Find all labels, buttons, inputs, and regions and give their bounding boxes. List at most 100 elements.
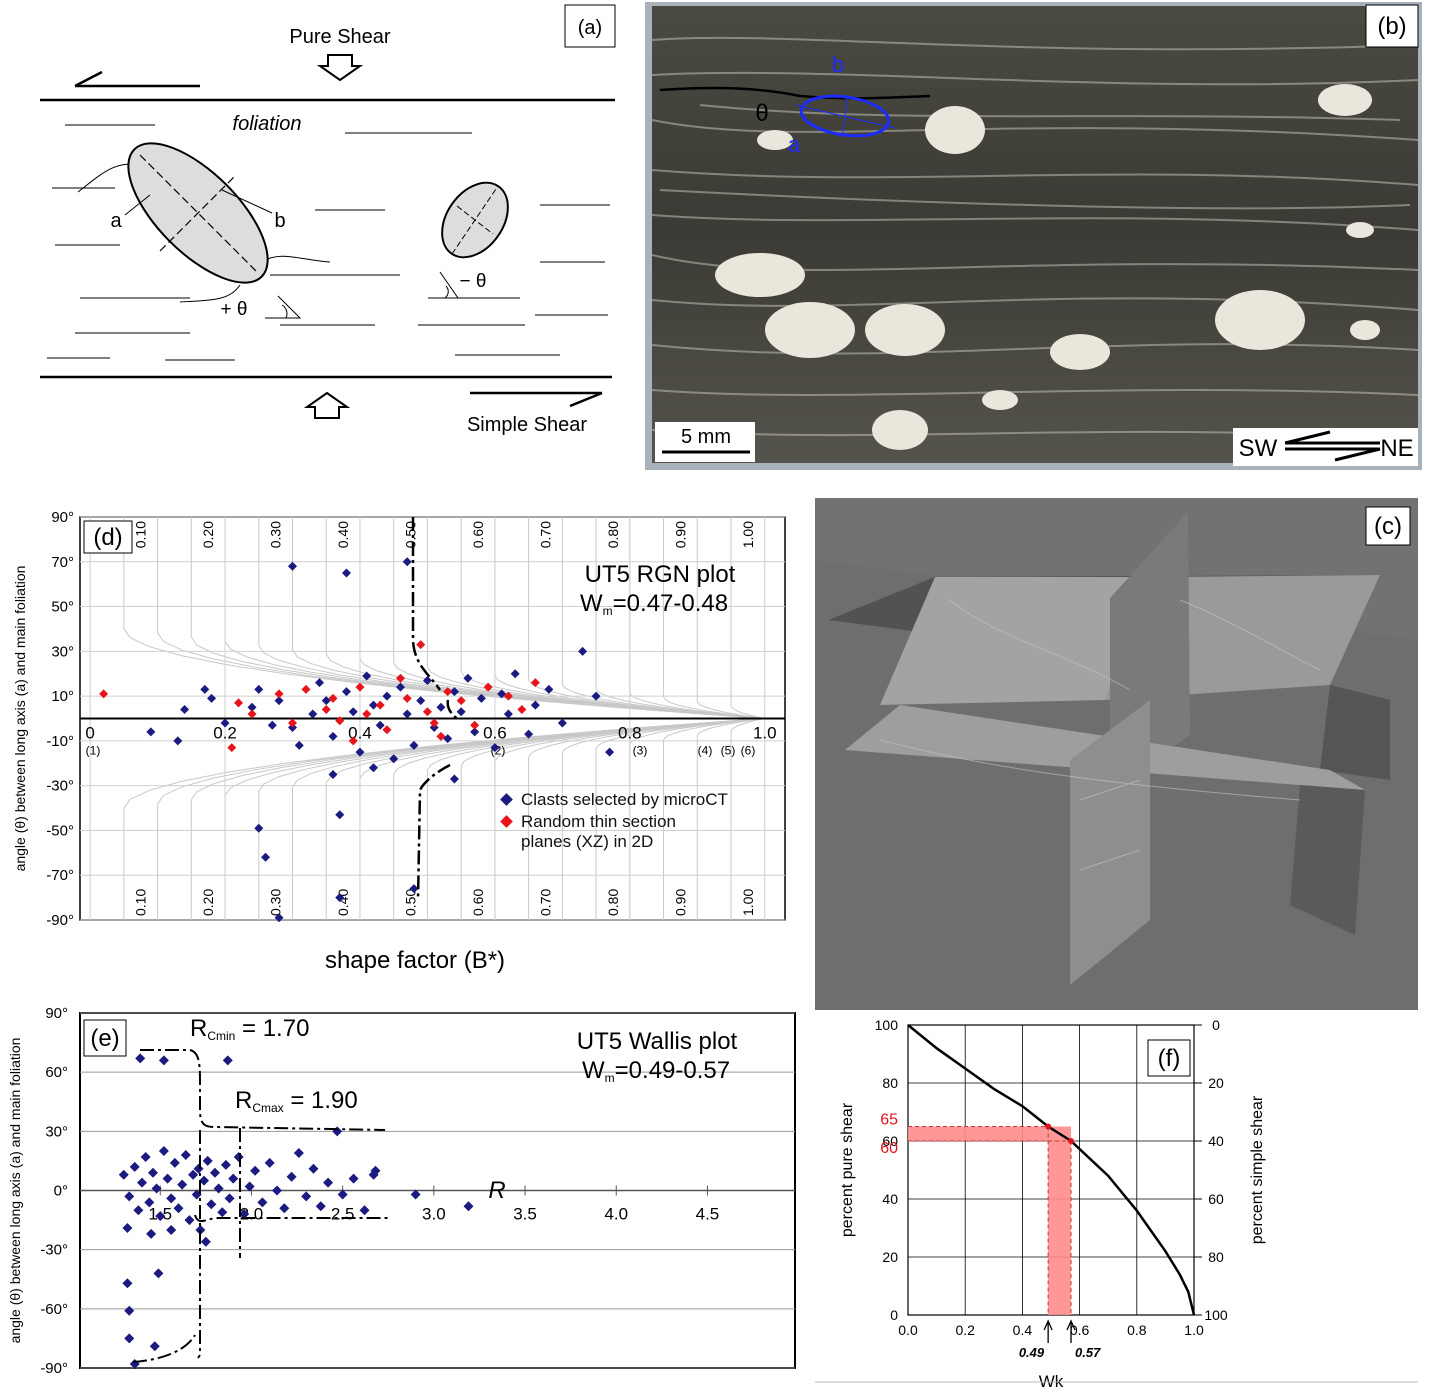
y-tick-label: 60° xyxy=(45,1064,68,1081)
y2-tick-label: 0 xyxy=(1212,1017,1220,1033)
wk-arrow xyxy=(1044,1321,1052,1343)
annotation-part: = 1.70 xyxy=(235,1015,309,1042)
axis-b-label: b xyxy=(274,210,285,232)
y-tick-label: -90° xyxy=(40,1360,68,1377)
x-tick-label: 0 xyxy=(85,724,94,743)
highlight-point xyxy=(1068,1138,1074,1144)
figure: (a) Pure Shear foliation a b + θ − θ Sim… xyxy=(0,0,1432,1389)
contour-label: 0.40 xyxy=(335,889,351,916)
annotation-part: R xyxy=(190,1015,207,1042)
x-tick-label: 3.5 xyxy=(513,1205,537,1224)
y-tick-label: 80 xyxy=(882,1075,898,1091)
page: { "panel_a": {"label": "(a)", "top": "Pu… xyxy=(0,0,1432,1394)
legend: Clasts selected by microCT Random thin s… xyxy=(500,790,730,860)
y-tick-label: 100 xyxy=(875,1017,899,1033)
panel-a xyxy=(40,5,615,418)
y2-tick-label: 20 xyxy=(1208,1075,1224,1091)
y-tick-label: -30° xyxy=(40,1242,68,1259)
x-tick-label: 0.2 xyxy=(955,1322,975,1338)
annotation-part: =0.49-0.57 xyxy=(615,1057,730,1084)
ne-label: NE xyxy=(1380,435,1413,462)
contour-label: 0.70 xyxy=(537,521,553,548)
x-axis-title: shape factor (B*) xyxy=(325,947,505,974)
x-tick-label: 2.5 xyxy=(331,1205,355,1224)
legend-label: Random thin section planes (XZ) in 2D xyxy=(521,812,730,852)
panel-label: (a) xyxy=(578,17,602,39)
y2-tick-label: 40 xyxy=(1208,1133,1224,1149)
simple-shear-label: Simple Shear xyxy=(467,414,587,436)
sw-label: SW xyxy=(1239,435,1278,462)
annotation: Wm=0.47-0.48 xyxy=(580,590,728,618)
panel-f: 0204060801000204060801000.00.20.40.60.81… xyxy=(839,1017,1266,1389)
y-tick-label: 90° xyxy=(45,1005,68,1022)
wk-label: 0.57 xyxy=(1075,1345,1101,1360)
panel-label: (d) xyxy=(93,524,122,551)
ratio-label: (5) xyxy=(721,744,736,758)
annotation-part: m xyxy=(603,604,613,618)
x-axis-title: R xyxy=(488,1177,505,1204)
theta-plus: + θ xyxy=(221,299,248,320)
legend-box: Clasts selected by microCT Random thin s… xyxy=(500,790,730,852)
y2-tick-label: 60 xyxy=(1208,1191,1224,1207)
ratio-label: (3) xyxy=(633,744,648,758)
x-tick-label: 0.0 xyxy=(898,1322,918,1338)
y-tick-label: 30° xyxy=(51,643,74,660)
ratio-label: (1) xyxy=(86,744,101,758)
x-tick-label: 3.0 xyxy=(422,1205,446,1224)
highlight-band xyxy=(1048,1141,1071,1315)
legend-entry: Random thin section planes (XZ) in 2D xyxy=(500,812,730,852)
y2-axis-title: percent simple shear xyxy=(1249,1095,1266,1244)
foliation-label: foliation xyxy=(233,113,302,135)
y-tick-label: 70° xyxy=(51,554,74,571)
axis-a-label: a xyxy=(788,132,801,157)
annotation-part: W xyxy=(582,1057,605,1084)
y2-tick-label: 80 xyxy=(1208,1249,1224,1265)
contour-label: 0.50 xyxy=(402,521,418,548)
x-tick-label: 0.4 xyxy=(1013,1322,1033,1338)
legend-label: Clasts selected by microCT xyxy=(521,790,728,810)
contour-label: 1.00 xyxy=(740,889,756,916)
contour-label: 0.90 xyxy=(672,521,688,548)
theta-label: θ xyxy=(755,100,768,127)
x-tick-label: 4.5 xyxy=(696,1205,720,1224)
panel-e: 90°60°30°0°-30°-60°-90°1.52.02.53.03.54.… xyxy=(7,1005,795,1377)
annotation-part: m xyxy=(605,1071,615,1085)
annotation-part: Cmin xyxy=(207,1029,235,1043)
y-tick-label: 50° xyxy=(51,599,74,616)
legend-entry: Clasts selected by microCT xyxy=(500,790,730,810)
annotation-part: =0.47-0.48 xyxy=(613,590,728,617)
theta-minus: − θ xyxy=(460,271,487,292)
x-tick-label: 0.8 xyxy=(618,724,642,743)
y-tick-label: -70° xyxy=(46,867,74,884)
panel-label: (f) xyxy=(1158,1045,1181,1072)
ratio-label: (4) xyxy=(698,744,713,758)
panel-label: (b) xyxy=(1377,13,1406,40)
x-tick-label: 4.0 xyxy=(604,1205,628,1224)
contour-label: 0.40 xyxy=(335,521,351,548)
y-tick-label: 10° xyxy=(51,688,74,705)
axis-a-label: a xyxy=(110,210,122,232)
x-tick-label: 1.0 xyxy=(1184,1322,1204,1338)
ratio-label: (6) xyxy=(741,744,756,758)
y-tick-label: -30° xyxy=(46,778,74,795)
contour-label: 0.90 xyxy=(672,889,688,916)
contour-label: 0.70 xyxy=(537,889,553,916)
y-tick-label: 40 xyxy=(882,1191,898,1207)
contour-label: 0.50 xyxy=(402,889,418,916)
y-axis-title: angle (θ) between long axis (a) and main… xyxy=(7,1038,23,1344)
x-tick-label: 0.8 xyxy=(1127,1322,1147,1338)
y-tick-label: 0° xyxy=(54,1183,68,1200)
y-tick-label: 30° xyxy=(45,1123,68,1140)
contour-label: 0.20 xyxy=(200,889,216,916)
panel-c xyxy=(815,498,1418,1010)
annotation-part: Cmax xyxy=(252,1101,283,1115)
pure-shear-label: Pure Shear xyxy=(289,26,391,48)
highlight-point xyxy=(1045,1124,1051,1130)
y2-tick-label: 100 xyxy=(1204,1307,1228,1323)
annotation-part: R xyxy=(235,1087,252,1114)
contour-label: 0.10 xyxy=(133,521,149,548)
contour-label: 0.20 xyxy=(200,521,216,548)
contour-label: 0.10 xyxy=(133,889,149,916)
wk-label: 0.49 xyxy=(1019,1345,1045,1360)
axis-b-label: b xyxy=(832,52,844,77)
